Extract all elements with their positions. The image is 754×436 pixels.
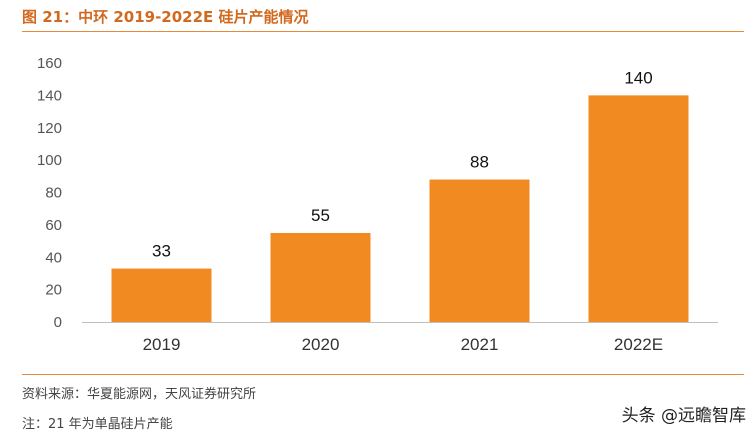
data-label-2019: 33 [152,242,171,261]
data-label-2022E: 140 [624,68,652,87]
x-axis: 2019 2020 2021 2022E [143,335,664,354]
data-label-2020: 55 [311,206,330,225]
y-tick-label: 160 [37,55,62,72]
bars-group: 33 55 88 140 [111,68,689,322]
footnote: 注：21 年为单晶硅片产能 [22,417,173,432]
x-tick-label-2022E: 2022E [614,335,663,354]
bar-2020 [270,232,371,322]
bar-chart: 0 20 40 60 80 100 120 140 160 33 55 88 140 2019 2020… [37,55,718,354]
y-tick-label: 0 [54,314,62,331]
data-label-2021: 88 [470,153,489,172]
footer-divider [22,374,744,375]
y-tick-label: 20 [45,282,62,299]
x-tick-label-2019: 2019 [143,335,181,354]
bar-2019 [111,268,212,322]
y-tick-label: 140 [37,87,62,104]
watermark: 头条 @远瞻智库 [621,406,746,426]
bar-2022E [588,95,689,322]
y-tick-label: 100 [37,152,62,169]
y-tick-label: 80 [45,185,62,202]
x-tick-label-2020: 2020 [302,335,340,354]
title-divider [22,31,744,32]
y-tick-label: 60 [45,217,62,234]
y-axis: 0 20 40 60 80 100 120 140 160 [37,55,62,331]
y-tick-label: 40 [45,249,62,266]
source-note: 资料来源：华夏能源网，天风证券研究所 [22,387,257,402]
chart-title: 图 21：中环 2019-2022E 硅片产能情况 [22,8,309,26]
x-tick-label-2021: 2021 [461,335,499,354]
y-tick-label: 120 [37,120,62,137]
bar-2021 [429,179,530,322]
